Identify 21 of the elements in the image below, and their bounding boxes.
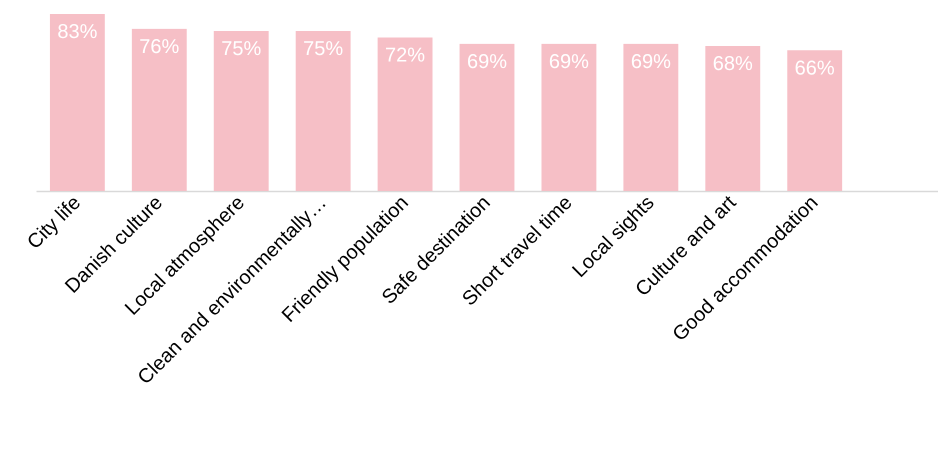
bar	[378, 37, 433, 191]
bar	[623, 44, 678, 191]
bar	[541, 44, 596, 191]
bar	[50, 14, 105, 191]
data-label: 75%	[221, 38, 262, 60]
bar	[460, 44, 514, 191]
data-label: 66%	[794, 57, 835, 80]
bar	[296, 31, 351, 191]
data-label: 72%	[385, 44, 426, 66]
bar	[705, 46, 760, 191]
data-label: 83%	[57, 21, 98, 43]
data-label: 69%	[630, 50, 672, 73]
bar	[132, 28, 187, 191]
bar	[214, 31, 269, 191]
data-label: 69%	[466, 50, 508, 73]
data-label: 75%	[303, 38, 344, 60]
data-label: 69%	[548, 50, 590, 73]
bar	[787, 50, 842, 191]
x-tick-label: City life	[23, 192, 86, 254]
data-label: 68%	[712, 52, 754, 75]
data-label: 76%	[139, 36, 180, 58]
